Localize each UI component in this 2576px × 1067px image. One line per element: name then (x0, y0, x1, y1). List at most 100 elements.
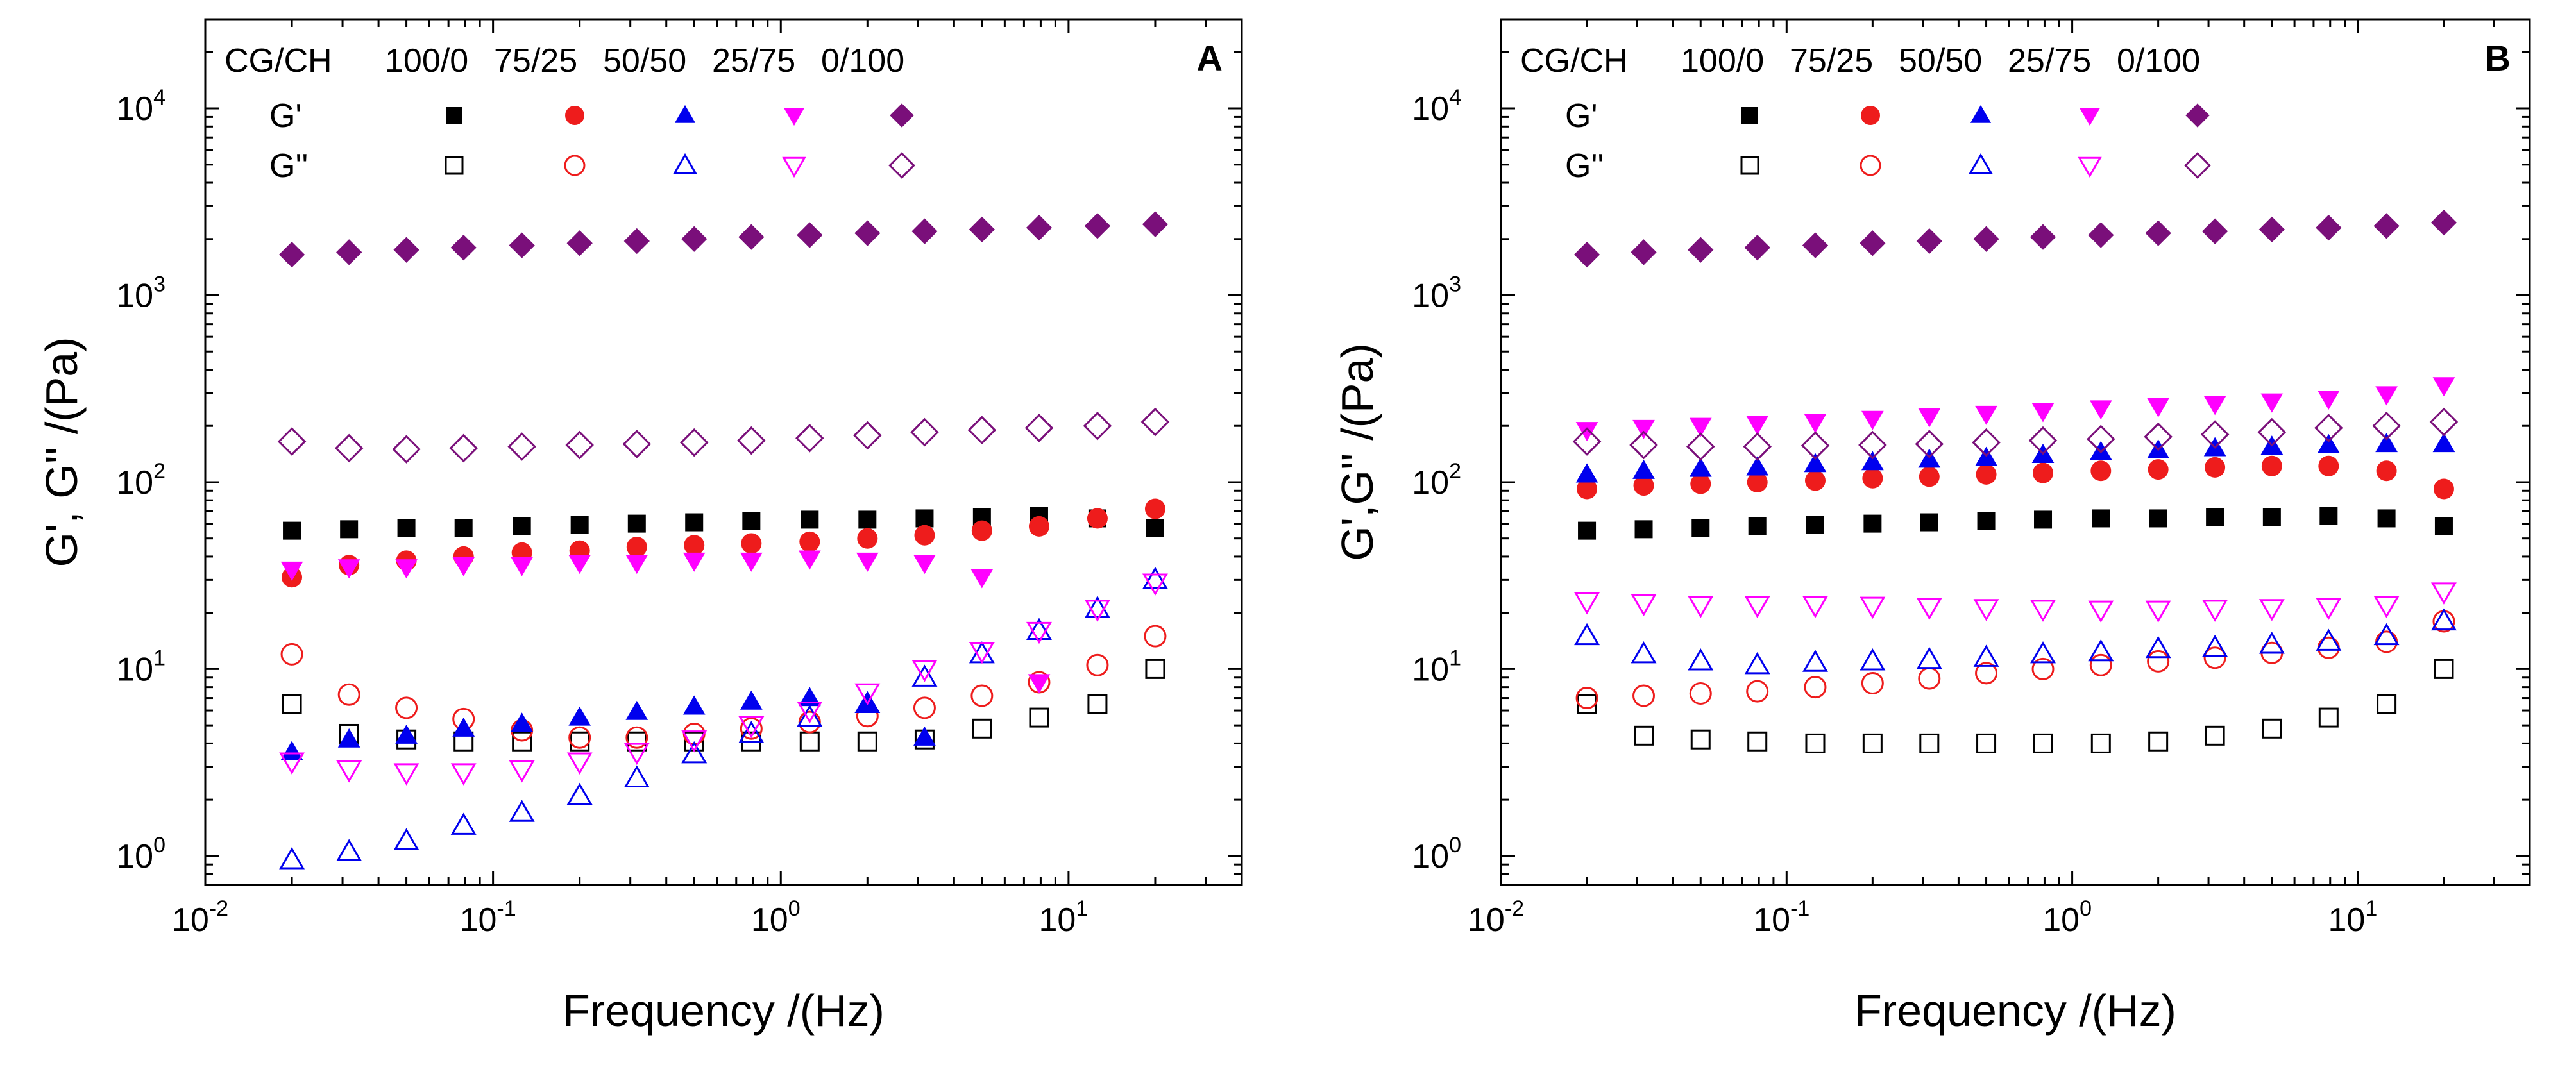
storage-point (1688, 237, 1714, 263)
x-tick-label-exp: 0 (2080, 896, 2092, 921)
storage-point (2089, 400, 2112, 420)
legend-storage-marker (1741, 107, 1758, 124)
storage-point (2375, 433, 2398, 453)
storage-point (798, 687, 821, 707)
loss-point (280, 643, 303, 666)
storage-point (395, 724, 418, 744)
loss-point (279, 752, 305, 775)
legend-loss-marker (1740, 156, 1759, 175)
loss-point (740, 717, 763, 740)
storage-point (1577, 478, 1598, 500)
storage-point (741, 533, 762, 554)
storage-point (2203, 396, 2226, 416)
storage-point (1916, 228, 1942, 255)
loss-point (1686, 432, 1715, 461)
loss-point (2434, 659, 2454, 679)
legend-storage-marker (674, 105, 696, 123)
legend-loss-marker (888, 152, 915, 179)
loss-point (507, 432, 536, 461)
y-tick-label-exp: 3 (1449, 273, 1461, 297)
panel-label: B (2485, 38, 2511, 78)
legend-storage-marker (446, 107, 462, 124)
loss-point (623, 765, 650, 788)
loss-point (2203, 646, 2226, 669)
legend-storage-marker (1861, 106, 1880, 125)
x-tick-label-exp: -1 (1790, 896, 1809, 921)
series-50-50 (279, 566, 1168, 870)
legend-loss-marker (564, 155, 586, 176)
storage-point (1632, 459, 1655, 479)
storage-point (2260, 393, 2284, 413)
y-tick-label-exp: 2 (1449, 459, 1461, 483)
x-tick-label-base: 10 (2328, 902, 2366, 939)
loss-point (1026, 621, 1052, 644)
storage-point (2317, 433, 2340, 453)
storage-point (393, 237, 419, 263)
loss-point (392, 435, 421, 464)
y-tick-label-exp: 1 (153, 646, 165, 670)
storage-point (682, 695, 706, 715)
legend-series-label: 50/50 (1899, 42, 1982, 80)
legend-header: CG/CH (1520, 42, 1628, 80)
series-0-100 (277, 211, 1170, 464)
x-axis-title: Frequency /(Hz) (1854, 986, 2176, 1036)
storage-point (1747, 471, 1768, 492)
storage-point (1578, 521, 1597, 540)
storage-point (2092, 509, 2110, 528)
storage-point (513, 517, 531, 535)
storage-point (1633, 475, 1654, 496)
legend: CG/CH 100/0 75/25 50/50 25/75 0/100 G' G'' (225, 42, 915, 185)
storage-point (1975, 405, 1997, 425)
x-tick-label: 101 (1039, 896, 1089, 939)
loss-point (568, 726, 591, 749)
storage-point (283, 521, 301, 540)
y-tick-label-base: 10 (1412, 278, 1449, 315)
loss-point (911, 664, 938, 687)
legend-series-label: 100/0 (1681, 42, 1764, 80)
storage-point (798, 550, 821, 570)
storage-point (2201, 218, 2228, 244)
storage-point (1977, 512, 1996, 530)
loss-point (2088, 600, 2114, 623)
y-tick-label-base: 10 (116, 90, 153, 128)
loss-point (1140, 407, 1170, 437)
loss-point (738, 721, 765, 743)
y-tick-label: 104 (1412, 85, 1461, 128)
storage-point (1973, 226, 1999, 252)
loss-point (681, 730, 708, 753)
legend-series-label: 25/75 (712, 42, 795, 80)
storage-point (2317, 391, 2340, 410)
plot-frame (1500, 18, 2531, 886)
loss-point (970, 684, 994, 707)
loss-point (911, 660, 938, 682)
storage-point (2147, 398, 2170, 417)
storage-point (397, 519, 416, 537)
storage-point (2433, 478, 2454, 500)
loss-point (282, 694, 302, 714)
x-axis-title: Frequency /(Hz) (563, 986, 885, 1036)
legend-series-label: 0/100 (821, 42, 904, 80)
storage-point (2089, 441, 2112, 460)
loss-point (622, 430, 652, 458)
storage-point (627, 514, 646, 533)
y-tick-label: 100 (116, 833, 165, 875)
loss-point (1802, 596, 1828, 618)
loss-point (1801, 431, 1830, 460)
storage-point (1806, 516, 1824, 534)
loss-point (2317, 636, 2340, 659)
storage-point (915, 509, 934, 528)
legend-storage-marker (1970, 105, 1992, 123)
storage-point (2145, 220, 2171, 246)
loss-point (277, 427, 307, 456)
storage-point (1084, 213, 1111, 239)
loss-point (795, 424, 824, 453)
y-tick-label-base: 10 (116, 278, 153, 315)
legend-loss-marker (1969, 153, 1993, 174)
storage-point (2205, 457, 2226, 478)
legend-storage-marker (565, 106, 584, 125)
loss-point (910, 417, 939, 447)
loss-point (2373, 623, 2400, 646)
legend-loss-label: G'' (1565, 147, 1604, 185)
x-tick-label-base: 10 (460, 902, 497, 939)
storage-point (1918, 408, 1941, 428)
